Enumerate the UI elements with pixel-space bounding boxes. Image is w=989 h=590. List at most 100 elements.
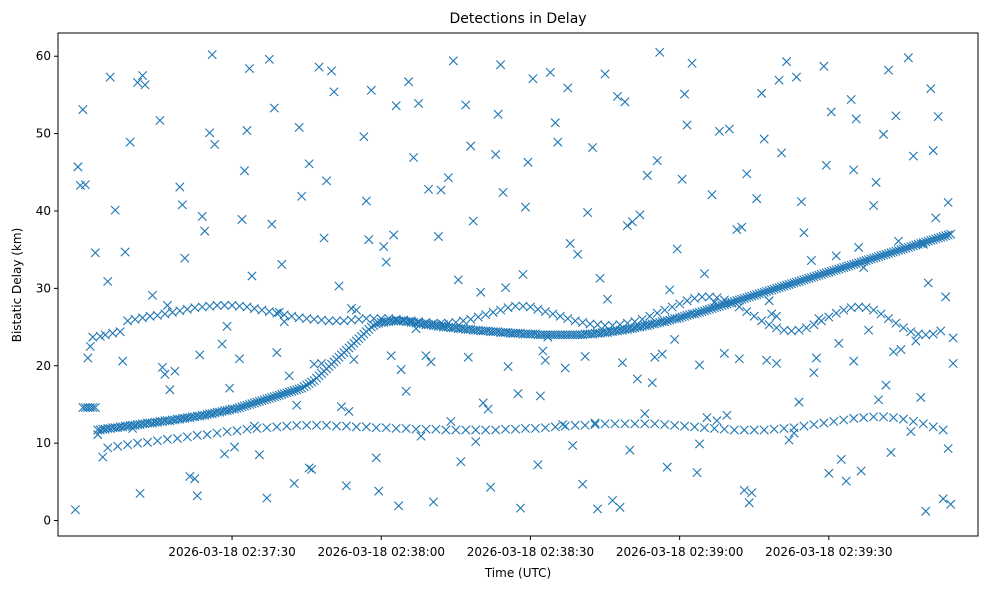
data-point <box>831 265 841 275</box>
data-point <box>132 438 143 448</box>
data-point <box>881 249 891 259</box>
data-point <box>257 305 267 315</box>
data-point <box>873 395 884 405</box>
data-point <box>488 307 498 317</box>
data-point <box>277 259 287 269</box>
data-point <box>436 185 446 195</box>
data-point <box>764 320 774 330</box>
data-point <box>916 392 926 403</box>
data-point <box>244 399 255 410</box>
data-point <box>841 476 851 486</box>
data-point <box>110 205 120 215</box>
data-point <box>220 300 230 310</box>
data-point <box>386 351 396 361</box>
data-point <box>864 255 874 265</box>
data-point <box>749 290 759 300</box>
data-point <box>610 419 620 429</box>
data-point <box>645 311 655 321</box>
data-point <box>824 468 834 478</box>
data-point <box>90 248 100 258</box>
data-point <box>630 317 640 327</box>
data-point <box>399 315 409 325</box>
data-point <box>254 396 264 406</box>
data-point <box>630 419 640 429</box>
data-point <box>321 176 332 186</box>
data-point <box>941 231 951 241</box>
data-point <box>137 70 148 81</box>
data-point <box>680 421 690 431</box>
data-point <box>809 272 819 282</box>
data-point <box>282 421 292 431</box>
data-point <box>580 420 590 430</box>
data-point <box>712 293 722 303</box>
data-point <box>192 430 202 440</box>
data-point <box>672 313 682 324</box>
y-tick-label: 20 <box>36 359 51 373</box>
data-point <box>331 421 342 431</box>
data-point <box>394 501 404 511</box>
data-point <box>428 318 439 328</box>
data-point <box>548 309 558 319</box>
data-point <box>714 126 724 136</box>
data-point <box>471 437 481 447</box>
data-point <box>103 276 113 286</box>
data-point <box>923 278 933 288</box>
data-point <box>714 301 724 311</box>
data-point <box>234 402 245 413</box>
data-point <box>622 318 632 328</box>
data-point <box>180 253 190 263</box>
data-point <box>786 326 797 336</box>
data-point <box>220 449 230 459</box>
data-point <box>665 315 675 325</box>
data-point <box>729 425 739 435</box>
data-point <box>757 288 767 298</box>
data-point <box>670 420 680 430</box>
data-point <box>936 326 946 336</box>
data-point <box>926 235 936 245</box>
data-point <box>600 69 610 79</box>
data-point <box>128 423 138 434</box>
data-point <box>496 305 506 315</box>
data-point <box>819 269 829 279</box>
data-point <box>642 320 652 331</box>
data-point <box>269 392 279 402</box>
data-point <box>324 316 334 326</box>
data-point <box>650 319 660 329</box>
data-point <box>125 137 135 147</box>
data-point <box>247 399 257 409</box>
data-point <box>309 314 319 324</box>
data-point <box>573 249 583 259</box>
data-point <box>697 306 707 317</box>
data-point <box>776 282 787 292</box>
data-point <box>279 317 289 327</box>
data-point <box>704 304 715 314</box>
data-point <box>615 320 625 330</box>
data-point <box>525 302 536 312</box>
data-point <box>182 304 192 314</box>
data-point <box>249 421 260 431</box>
data-point <box>428 497 439 507</box>
data-point <box>871 252 881 263</box>
data-point <box>155 115 165 126</box>
data-point <box>513 389 523 399</box>
data-point <box>413 317 424 327</box>
data-point <box>719 348 729 358</box>
data-point <box>578 317 588 328</box>
data-point <box>849 413 859 423</box>
data-point <box>483 404 493 414</box>
data-point <box>421 317 431 328</box>
data-point <box>222 321 232 331</box>
data-point <box>413 98 424 109</box>
data-point <box>928 146 938 156</box>
data-point <box>640 419 650 429</box>
data-point <box>804 273 814 283</box>
data-point <box>682 296 692 306</box>
data-point <box>769 284 779 294</box>
data-point <box>821 160 831 170</box>
data-point <box>612 91 623 102</box>
data-point <box>744 498 754 508</box>
data-point <box>769 424 779 434</box>
y-tick-label: 0 <box>43 514 51 528</box>
data-point <box>707 303 717 314</box>
data-point <box>232 426 242 436</box>
